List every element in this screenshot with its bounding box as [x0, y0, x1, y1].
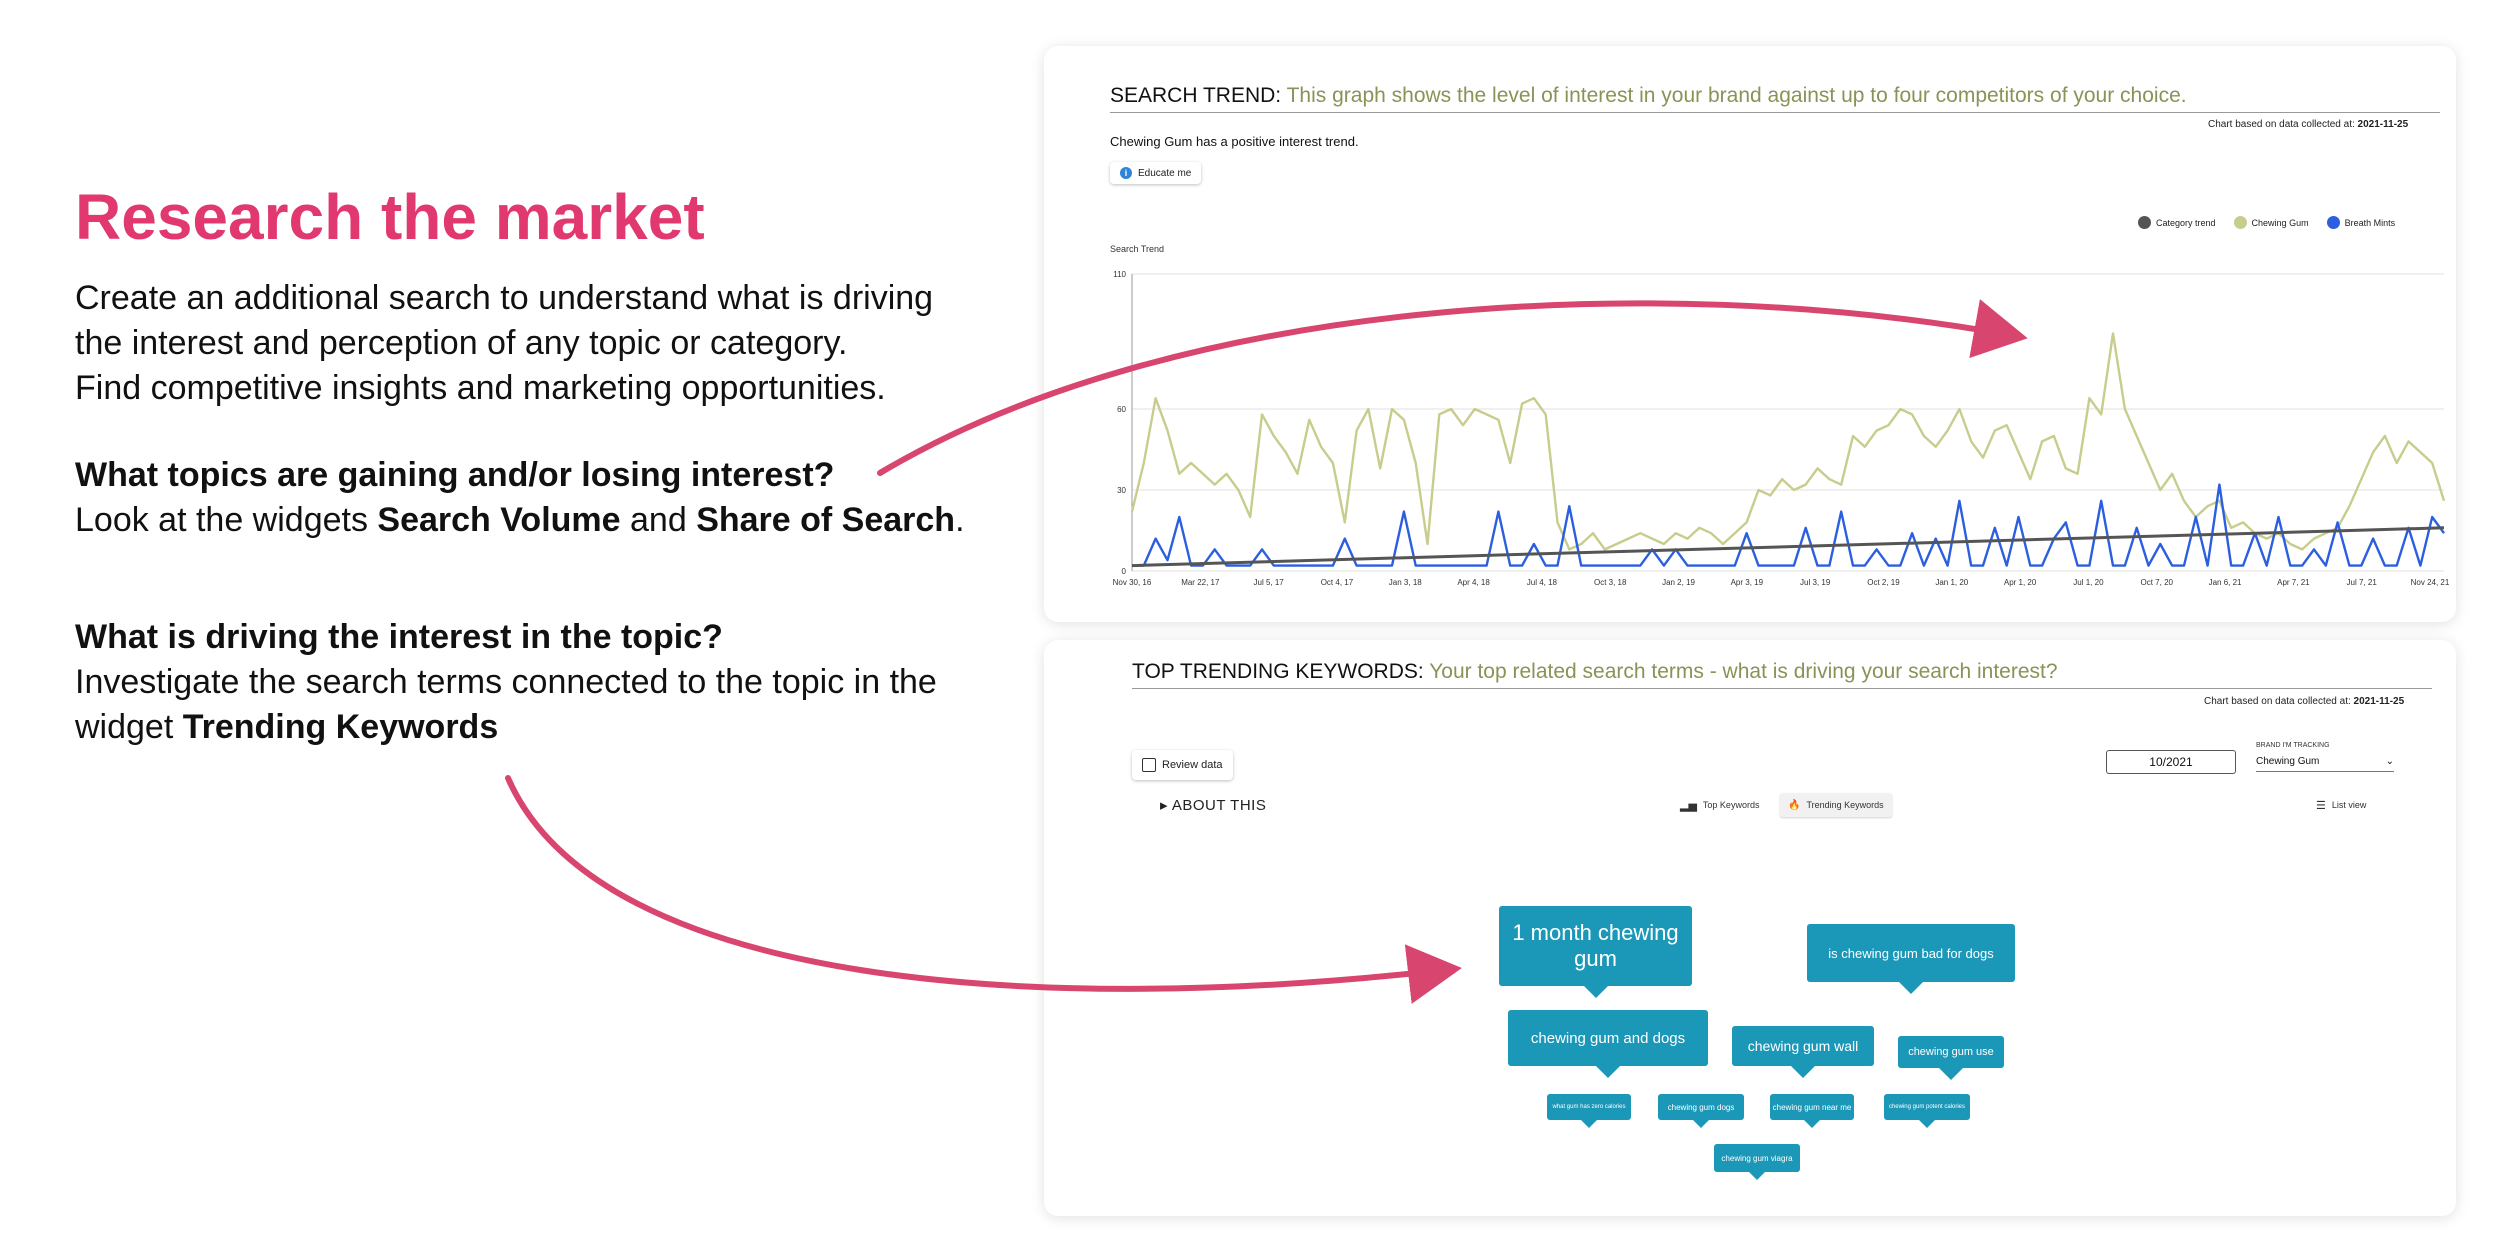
- flame-icon: 🔥: [1788, 799, 1801, 811]
- keyword-bubble[interactable]: chewing gum wall: [1732, 1026, 1874, 1078]
- tab-top-keywords[interactable]: ▂▅ Top Keywords: [1680, 799, 1760, 812]
- x-tick-label: Jul 4, 18: [1527, 578, 1558, 587]
- search-trend-title: SEARCH TREND: This graph shows the level…: [1110, 84, 2187, 107]
- y-tick-label: 110: [1113, 270, 1126, 279]
- keyword-bubble[interactable]: chewing gum potent calories: [1884, 1094, 1970, 1128]
- legend-item[interactable]: Chewing Gum: [2233, 216, 2309, 229]
- legend-item[interactable]: Category trend: [2138, 216, 2216, 229]
- legend-swatch: [2138, 216, 2151, 229]
- intro-line: the interest and perception of any topic…: [75, 324, 848, 362]
- intro-line: Create an additional search to understan…: [75, 279, 934, 317]
- info-icon: i: [1120, 167, 1132, 179]
- search-trend-subtitle: This graph shows the level of interest i…: [1286, 84, 2187, 107]
- x-tick-label: Apr 7, 21: [2277, 578, 2310, 587]
- trending-subtitle: Your top related search terms - what is …: [1429, 660, 2058, 683]
- x-tick-label: Jan 2, 19: [1662, 578, 1695, 587]
- x-tick-label: Nov 24, 21: [2411, 578, 2450, 587]
- intro-text: Create an additional search to understan…: [75, 276, 1025, 411]
- educate-me-button[interactable]: i Educate me: [1110, 162, 1202, 184]
- x-tick-label: Oct 3, 18: [1594, 578, 1627, 587]
- title-divider: [1132, 688, 2432, 689]
- widget-name: Trending Keywords: [182, 708, 499, 746]
- x-tick-label: Jul 7, 21: [2347, 578, 2378, 587]
- headline: Research the market: [75, 181, 705, 253]
- series-line-chewing-gum: [1130, 332, 2446, 551]
- bar-chart-icon: ▂▅: [1680, 799, 1697, 812]
- chart-legend: Category trend Chewing Gum Breath Mints: [2138, 216, 2395, 229]
- intro-panel: Research the market Create an additional…: [75, 180, 1025, 750]
- x-tick-label: Oct 4, 17: [1321, 578, 1354, 587]
- x-tick-label: Jan 6, 21: [2209, 578, 2242, 587]
- legend-item[interactable]: Breath Mints: [2326, 216, 2395, 229]
- keyword-bubble[interactable]: chewing gum near me: [1770, 1094, 1854, 1128]
- data-collected-note: Chart based on data collected at: 2021-1…: [2204, 696, 2405, 707]
- series-line-category-trend: [1131, 526, 2445, 568]
- search-trend-chart: Search Trend 0 30 60 110 Nov 30, 16 Mar 22, 17…: [1110, 244, 2450, 587]
- chip-icon: [1142, 758, 1156, 772]
- keyword-bubble[interactable]: 1 month chewing gum: [1499, 906, 1692, 998]
- y-tick-label: 30: [1117, 486, 1126, 495]
- question-topics: What topics are gaining and/or losing in…: [75, 456, 835, 494]
- keyword-bubble[interactable]: chewing gum dogs: [1658, 1094, 1744, 1128]
- keyword-bubble[interactable]: what gum has zero calories: [1547, 1094, 1631, 1128]
- legend-swatch: [2326, 216, 2340, 229]
- x-tick-label: Jul 5, 17: [1254, 578, 1285, 587]
- date-input[interactable]: 10/2021: [2106, 750, 2236, 774]
- y-tick-label: 60: [1117, 405, 1126, 414]
- answer-driving-line: Investigate the search terms connected t…: [75, 663, 937, 701]
- question-driving: What is driving the interest in the topi…: [75, 618, 723, 656]
- review-data-button[interactable]: Review data: [1132, 750, 1233, 780]
- x-tick-label: Jan 3, 18: [1389, 578, 1422, 587]
- title-divider: [1110, 112, 2440, 113]
- keyword-bubble[interactable]: chewing gum use: [1898, 1036, 2004, 1080]
- y-axis-title: Search Trend: [1110, 244, 1164, 254]
- list-icon: ☰: [2316, 799, 2326, 812]
- x-tick-label: Apr 4, 18: [1457, 578, 1490, 587]
- search-trend-card: SEARCH TREND: This graph shows the level…: [1044, 46, 2456, 622]
- brand-select[interactable]: Chewing Gum ⌄: [2256, 752, 2394, 772]
- keyword-bubble[interactable]: chewing gum and dogs: [1508, 1010, 1708, 1078]
- question-block-topics: What topics are gaining and/or losing in…: [75, 453, 1025, 543]
- question-block-driving: What is driving the interest in the topi…: [75, 615, 1025, 750]
- tab-trending-keywords[interactable]: 🔥 Trending Keywords: [1780, 793, 1892, 817]
- x-tick-label: Jul 1, 20: [2073, 578, 2104, 587]
- chevron-down-icon: ⌄: [2385, 756, 2394, 767]
- x-tick-label: Oct 7, 20: [2141, 578, 2174, 587]
- keyword-bubble[interactable]: chewing gum viagra: [1714, 1144, 1800, 1180]
- x-tick-label: Oct 2, 19: [1867, 578, 1900, 587]
- x-tick-label: Apr 3, 19: [1731, 578, 1764, 587]
- x-tick-label: Apr 1, 20: [2004, 578, 2037, 587]
- y-tick-label: 0: [1122, 567, 1127, 576]
- x-tick-label: Jan 1, 20: [1935, 578, 1968, 587]
- legend-swatch: [2233, 216, 2247, 229]
- about-this-toggle[interactable]: ▸ ABOUT THIS: [1160, 797, 1267, 814]
- widget-name: Share of Search: [696, 501, 956, 539]
- intro-line: Find competitive insights and marketing …: [75, 369, 886, 407]
- brand-select-label: BRAND I'M TRACKING: [2256, 742, 2330, 749]
- trending-keywords-card: TOP TRENDING KEYWORDS: Your top related …: [1044, 640, 2456, 1216]
- x-tick-label: Jul 3, 19: [1800, 578, 1831, 587]
- series-line-breath-mints: [1132, 483, 2445, 567]
- trending-title: TOP TRENDING KEYWORDS: Your top related …: [1132, 660, 2058, 683]
- keyword-bubble[interactable]: is chewing gum bad for dogs: [1807, 924, 2015, 994]
- x-tick-label: Nov 30, 16: [1113, 578, 1152, 587]
- answer-topics: Look at the widgets Search Volume and Sh…: [75, 501, 965, 539]
- list-view-button[interactable]: ☰ List view: [2316, 799, 2367, 812]
- answer-driving-line: widget Trending Keywords: [75, 708, 499, 746]
- insight-text: Chewing Gum has a positive interest tren…: [1110, 134, 1359, 149]
- data-collected-note: Chart based on data collected at: 2021-1…: [2208, 119, 2409, 130]
- widget-name: Search Volume: [377, 501, 621, 539]
- x-tick-label: Mar 22, 17: [1181, 578, 1220, 587]
